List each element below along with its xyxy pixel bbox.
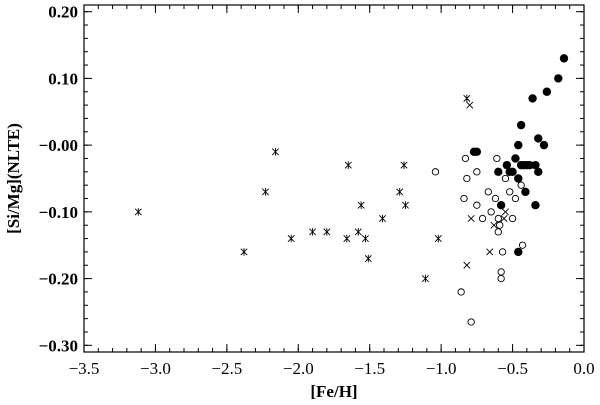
filled-circle-point bbox=[528, 94, 537, 103]
filled-circle-point bbox=[534, 167, 543, 177]
asterisk-point bbox=[400, 161, 408, 169]
asterisk-point bbox=[287, 234, 295, 243]
asterisk-point bbox=[401, 201, 409, 209]
plot-frame bbox=[83, 4, 585, 353]
filled-circle-point bbox=[502, 160, 512, 170]
asterisk-point bbox=[240, 248, 248, 256]
asterisk-point bbox=[463, 94, 471, 103]
filled-circle-point bbox=[511, 154, 520, 163]
y-tick-label: −0.00 bbox=[39, 136, 78, 155]
filled-circle-point bbox=[496, 200, 506, 210]
asterisk-point bbox=[379, 214, 387, 223]
asterisk-point bbox=[361, 234, 369, 243]
asterisk-point bbox=[421, 274, 429, 283]
y-tick-labels: 0.20 0.10 −0.00 −0.10 −0.20 −0.30 bbox=[39, 3, 78, 356]
x-tick-labels: −3.5 −3.0 −2.5 −2.0 −1.5 −1.0 −0.5 0.0 bbox=[69, 359, 595, 378]
cross-point bbox=[486, 248, 494, 256]
y-tick-label: −0.30 bbox=[39, 336, 78, 355]
asterisk-point bbox=[344, 161, 352, 169]
open-circle-point bbox=[460, 194, 468, 203]
open-circle-point bbox=[487, 208, 495, 216]
filled-circle-point bbox=[534, 134, 543, 143]
x-tick-label: −2.0 bbox=[283, 359, 314, 378]
open-circle-point bbox=[511, 194, 520, 203]
y-axis-label: [Si/Mg](NLTE) bbox=[4, 123, 23, 234]
x-tick-label: −1.5 bbox=[354, 359, 385, 378]
filled-circle-point bbox=[508, 167, 517, 177]
filled-circle-point bbox=[514, 140, 523, 150]
open-circle-point bbox=[494, 228, 502, 236]
open-circle-point bbox=[473, 168, 481, 176]
cross-point bbox=[463, 261, 471, 269]
open-circle-point bbox=[463, 174, 471, 183]
open-circle-point bbox=[473, 201, 481, 209]
filled-circle-point bbox=[539, 140, 549, 150]
open-circle-point bbox=[457, 288, 465, 296]
data-points bbox=[134, 54, 569, 326]
open-circle-point bbox=[494, 214, 502, 223]
asterisk-point bbox=[434, 234, 442, 243]
filled-circle-point bbox=[494, 167, 503, 177]
asterisk-point bbox=[357, 201, 365, 209]
open-circle-point bbox=[478, 214, 487, 223]
filled-circle-point bbox=[531, 160, 540, 170]
open-circle-point bbox=[501, 174, 510, 183]
y-tick-label: 0.10 bbox=[48, 69, 78, 88]
x-tick-label: −3.5 bbox=[69, 359, 100, 378]
filled-circle-point bbox=[521, 187, 530, 197]
x-tick-label: −2.5 bbox=[211, 359, 242, 378]
cross-point bbox=[467, 215, 475, 223]
filled-circle-point bbox=[516, 120, 526, 130]
open-circle-point bbox=[518, 241, 527, 249]
asterisk-point bbox=[261, 188, 269, 196]
open-circle-point bbox=[517, 181, 525, 189]
x-tick-label: −3.0 bbox=[140, 359, 171, 378]
y-tick-label: −0.10 bbox=[39, 203, 78, 222]
filled-circle-point bbox=[554, 74, 563, 83]
asterisk-point bbox=[343, 234, 351, 243]
open-circle-point bbox=[496, 221, 504, 229]
open-circle-point bbox=[506, 188, 514, 196]
open-circle-point bbox=[497, 274, 505, 283]
asterisk-point bbox=[271, 148, 279, 156]
cross-point bbox=[466, 101, 474, 109]
asterisk-point bbox=[396, 188, 404, 196]
open-circle-point bbox=[431, 168, 440, 176]
open-circle-point bbox=[461, 154, 470, 163]
cross-point bbox=[501, 208, 509, 216]
x-axis-label: [Fe/H] bbox=[310, 382, 357, 401]
x-tick-label: 0.0 bbox=[573, 359, 594, 378]
filled-circle-point bbox=[542, 87, 552, 96]
y-tick-label: −0.20 bbox=[39, 270, 78, 289]
filled-circle-point bbox=[559, 54, 569, 63]
x-tick-label: −0.5 bbox=[497, 359, 528, 378]
asterisk-point bbox=[134, 208, 142, 216]
open-circle-point bbox=[508, 214, 517, 223]
filled-circle-point bbox=[514, 247, 523, 257]
filled-circle-point bbox=[514, 174, 523, 183]
open-circle-point bbox=[498, 248, 507, 256]
asterisk-point bbox=[364, 254, 372, 263]
y-tick-label: 0.20 bbox=[48, 3, 78, 22]
open-circle-point bbox=[467, 318, 475, 326]
axis-ticks bbox=[83, 5, 585, 352]
asterisk-point bbox=[309, 228, 317, 236]
x-tick-label: −1.0 bbox=[426, 359, 457, 378]
open-circle-point bbox=[491, 194, 500, 203]
cross-point bbox=[500, 215, 508, 223]
open-circle-point bbox=[484, 188, 492, 196]
open-circle-point bbox=[497, 268, 505, 276]
open-circle-point bbox=[493, 154, 501, 163]
asterisk-point bbox=[354, 228, 362, 236]
asterisk-point bbox=[323, 228, 331, 236]
filled-circle-point bbox=[531, 200, 540, 210]
cross-point bbox=[490, 221, 498, 229]
filled-circle-point bbox=[472, 147, 482, 157]
